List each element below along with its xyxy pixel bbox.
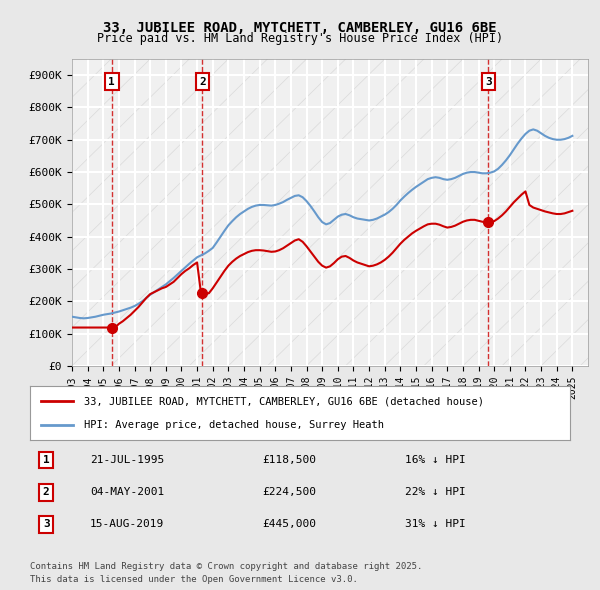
- Text: 3: 3: [43, 519, 50, 529]
- Text: 33, JUBILEE ROAD, MYTCHETT, CAMBERLEY, GU16 6BE (detached house): 33, JUBILEE ROAD, MYTCHETT, CAMBERLEY, G…: [84, 396, 484, 407]
- Text: Contains HM Land Registry data © Crown copyright and database right 2025.: Contains HM Land Registry data © Crown c…: [30, 562, 422, 571]
- Text: £445,000: £445,000: [262, 519, 316, 529]
- Text: 16% ↓ HPI: 16% ↓ HPI: [404, 455, 466, 465]
- Text: 31% ↓ HPI: 31% ↓ HPI: [404, 519, 466, 529]
- Text: This data is licensed under the Open Government Licence v3.0.: This data is licensed under the Open Gov…: [30, 575, 358, 584]
- Text: HPI: Average price, detached house, Surrey Heath: HPI: Average price, detached house, Surr…: [84, 419, 384, 430]
- Text: 22% ↓ HPI: 22% ↓ HPI: [404, 487, 466, 497]
- Text: £118,500: £118,500: [262, 455, 316, 465]
- Text: 1: 1: [109, 77, 115, 87]
- Text: 1: 1: [43, 455, 50, 465]
- Text: 04-MAY-2001: 04-MAY-2001: [90, 487, 164, 497]
- Text: Price paid vs. HM Land Registry's House Price Index (HPI): Price paid vs. HM Land Registry's House …: [97, 32, 503, 45]
- Text: 15-AUG-2019: 15-AUG-2019: [90, 519, 164, 529]
- Text: 2: 2: [199, 77, 206, 87]
- Text: 21-JUL-1995: 21-JUL-1995: [90, 455, 164, 465]
- Text: 33, JUBILEE ROAD, MYTCHETT, CAMBERLEY, GU16 6BE: 33, JUBILEE ROAD, MYTCHETT, CAMBERLEY, G…: [103, 21, 497, 35]
- Text: £224,500: £224,500: [262, 487, 316, 497]
- Text: 3: 3: [485, 77, 491, 87]
- Text: 2: 2: [43, 487, 50, 497]
